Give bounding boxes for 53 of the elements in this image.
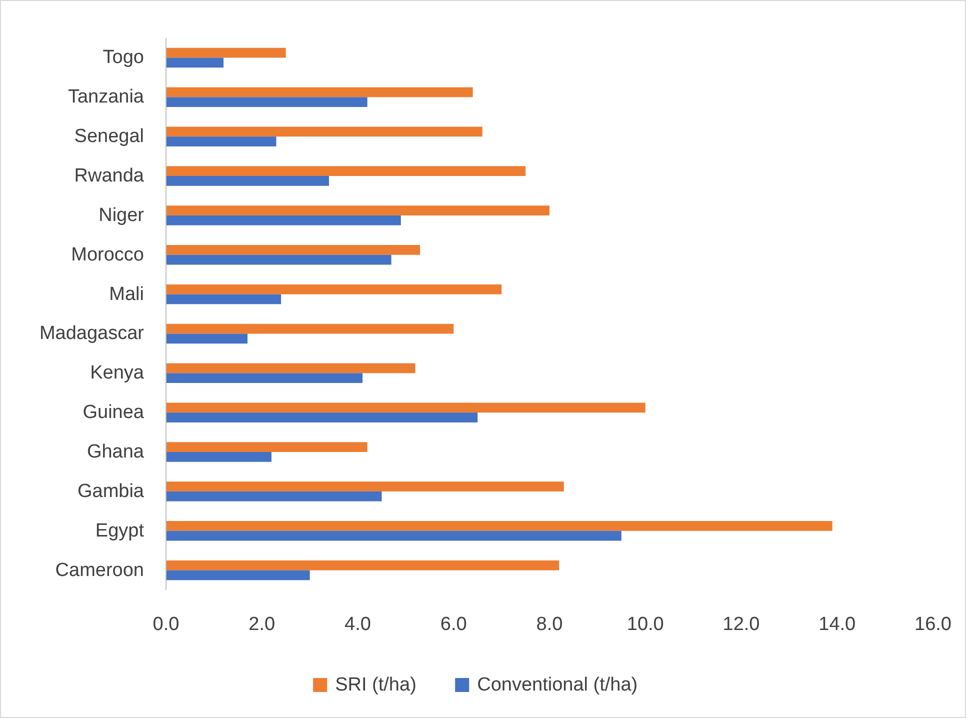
y-tick-label: Egypt: [95, 520, 145, 542]
bar: [166, 254, 392, 265]
bar: [166, 452, 272, 462]
bar: [166, 334, 248, 344]
bar: [166, 482, 564, 492]
x-tick-label: 0.0: [152, 614, 180, 635]
bar: [166, 245, 420, 255]
bar: [166, 373, 363, 383]
bar: [166, 166, 526, 176]
bar: [166, 521, 832, 531]
x-tick-label: 10.0: [626, 614, 664, 635]
y-tick-label: Madagascar: [39, 323, 145, 344]
x-tick-label: 14.0: [818, 614, 856, 635]
bar: [166, 284, 502, 294]
bar: [166, 48, 286, 58]
bar: [166, 215, 401, 226]
bar: [166, 442, 368, 452]
bar: [166, 136, 276, 146]
x-tick-label: 16.0: [914, 614, 952, 635]
x-tick-label: 4.0: [344, 614, 371, 635]
legend-label: Conventional (t/ha): [477, 674, 638, 696]
x-tick-label: 8.0: [536, 614, 563, 635]
bar: [166, 176, 329, 186]
bar: [166, 530, 622, 541]
bar: [166, 570, 310, 580]
y-tick-label: Kenya: [90, 362, 144, 384]
bar: [166, 324, 454, 334]
y-tick-label: Ghana: [86, 442, 144, 462]
bar: [166, 87, 473, 98]
y-tick-label: Niger: [98, 204, 145, 226]
y-tick-label: Mali: [109, 284, 144, 305]
bar: [166, 560, 560, 570]
bar: [166, 206, 550, 216]
y-tick-label: Guinea: [82, 402, 144, 424]
x-tick-label: 12.0: [722, 614, 760, 635]
bar: [166, 402, 646, 413]
bar: [166, 294, 282, 304]
x-tick-label: 2.0: [248, 614, 276, 635]
bar: [166, 491, 382, 502]
y-tick-label: Senegal: [74, 126, 144, 148]
x-tick-label: 6.0: [440, 614, 467, 635]
y-tick-label: Rwanda: [74, 166, 144, 186]
legend-label: SRI (t/ha): [335, 674, 416, 696]
bar: [166, 126, 482, 137]
bar: [166, 58, 224, 68]
y-tick-label: Cameroon: [55, 560, 144, 581]
bar: [166, 412, 478, 422]
y-tick-label: Gambia: [77, 480, 144, 502]
bar: [166, 363, 416, 374]
y-tick-label: Morocco: [71, 244, 144, 266]
y-tick-label: Togo: [102, 47, 144, 68]
y-tick-label: Tanzania: [68, 86, 144, 108]
bar: [166, 97, 368, 107]
